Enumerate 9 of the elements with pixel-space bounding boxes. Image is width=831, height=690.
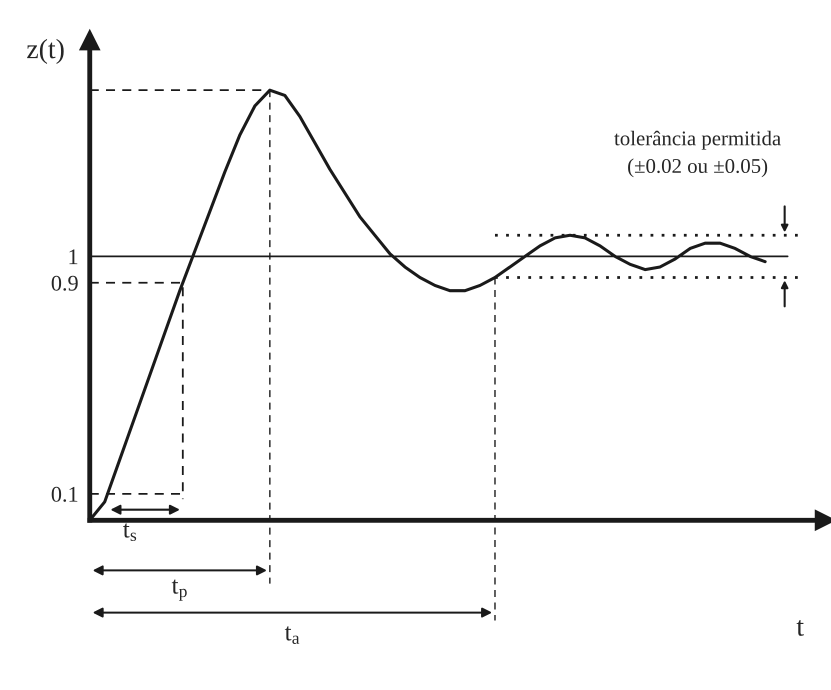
y-tick-label: 1	[69, 249, 78, 264]
text: t$_{s}$	[123, 523, 136, 542]
text: t$_{p}$	[172, 579, 187, 601]
y-tick-label: 0.9	[52, 276, 78, 291]
y-tick-label: 0.1	[52, 486, 78, 502]
y-axis-title: z(t)	[27, 38, 64, 64]
x-axis-title: t	[796, 620, 804, 636]
text: t$_{a}$	[284, 626, 300, 644]
annotation: tolerância permitida (±0.02 ou ±0.05)	[614, 130, 781, 178]
